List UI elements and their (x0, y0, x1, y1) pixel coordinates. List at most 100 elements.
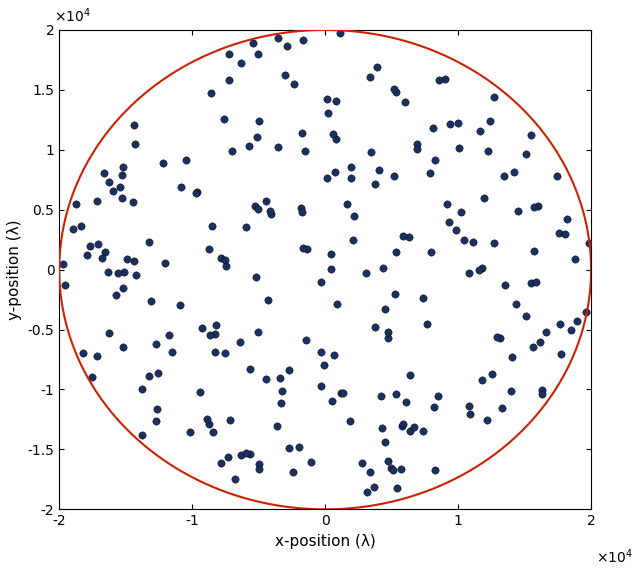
Point (361, 268, 371, 278)
Point (445, 120, 455, 129)
Point (254, 460, 264, 469)
Point (130, 140, 140, 149)
Point (241, 449, 251, 458)
Point (329, 350, 339, 359)
Point (391, 248, 401, 257)
Point (397, 421, 408, 430)
Point (60, 280, 70, 289)
Point (570, 254, 580, 263)
Point (78, 349, 88, 358)
Point (225, 75, 235, 84)
Point (111, 290, 122, 299)
Point (430, 155, 440, 164)
Point (117, 171, 127, 180)
Point (254, 465, 264, 474)
Point (500, 280, 510, 289)
Point (100, 247, 111, 256)
Point (477, 264, 487, 273)
Point (451, 225, 461, 234)
Point (346, 173, 356, 182)
Point (164, 330, 174, 339)
Point (456, 207, 466, 217)
Point (252, 133, 262, 142)
Point (428, 123, 438, 132)
Point (230, 474, 241, 483)
Point (260, 197, 271, 206)
Point (326, 396, 337, 405)
Point (409, 422, 419, 431)
Point (138, 385, 148, 394)
Point (396, 465, 406, 474)
Point (531, 278, 541, 287)
Point (552, 171, 563, 180)
Point (412, 144, 422, 153)
Point (537, 390, 547, 399)
Point (426, 248, 436, 257)
Point (204, 245, 214, 254)
Point (224, 50, 234, 59)
Point (220, 349, 230, 358)
Point (144, 238, 154, 247)
Point (391, 87, 401, 96)
Point (211, 320, 221, 329)
Point (489, 92, 499, 101)
Point (254, 116, 264, 125)
Point (433, 76, 444, 85)
Point (119, 267, 129, 276)
Point (115, 183, 125, 192)
Point (307, 458, 317, 467)
Point (284, 443, 294, 453)
Point (453, 118, 463, 127)
Point (289, 79, 299, 88)
Point (166, 348, 177, 357)
Point (383, 328, 393, 337)
Point (129, 120, 140, 129)
Point (377, 423, 387, 432)
Point (208, 428, 218, 437)
Point (454, 143, 464, 152)
Point (422, 319, 432, 328)
Point (520, 311, 531, 320)
Point (556, 350, 566, 359)
Point (489, 239, 499, 248)
Point (378, 264, 388, 273)
Point (380, 304, 390, 314)
Point (529, 202, 539, 211)
Point (261, 374, 271, 384)
Point (429, 466, 440, 475)
Point (335, 28, 345, 38)
Point (527, 343, 538, 352)
Point (227, 147, 237, 156)
Point (301, 245, 312, 254)
Point (477, 375, 487, 384)
Point (526, 131, 536, 140)
Point (146, 297, 156, 306)
Point (273, 34, 283, 43)
Point (131, 270, 141, 279)
Point (176, 183, 186, 192)
Point (521, 150, 531, 159)
Point (152, 405, 163, 414)
Point (389, 171, 399, 180)
Point (68, 224, 79, 233)
Point (481, 416, 492, 425)
Point (584, 238, 595, 247)
Point (404, 427, 415, 436)
Point (280, 70, 290, 79)
Point (76, 222, 86, 231)
Point (206, 88, 216, 97)
Point (370, 179, 380, 188)
Point (526, 278, 536, 287)
Point (383, 457, 393, 466)
Point (266, 210, 276, 219)
Point (71, 200, 81, 209)
Point (331, 135, 341, 144)
Point (374, 165, 384, 174)
Point (506, 386, 516, 396)
Point (337, 389, 348, 398)
Point (349, 211, 359, 221)
Point (102, 268, 113, 277)
Point (223, 452, 234, 461)
Point (332, 300, 342, 309)
Point (219, 115, 229, 124)
